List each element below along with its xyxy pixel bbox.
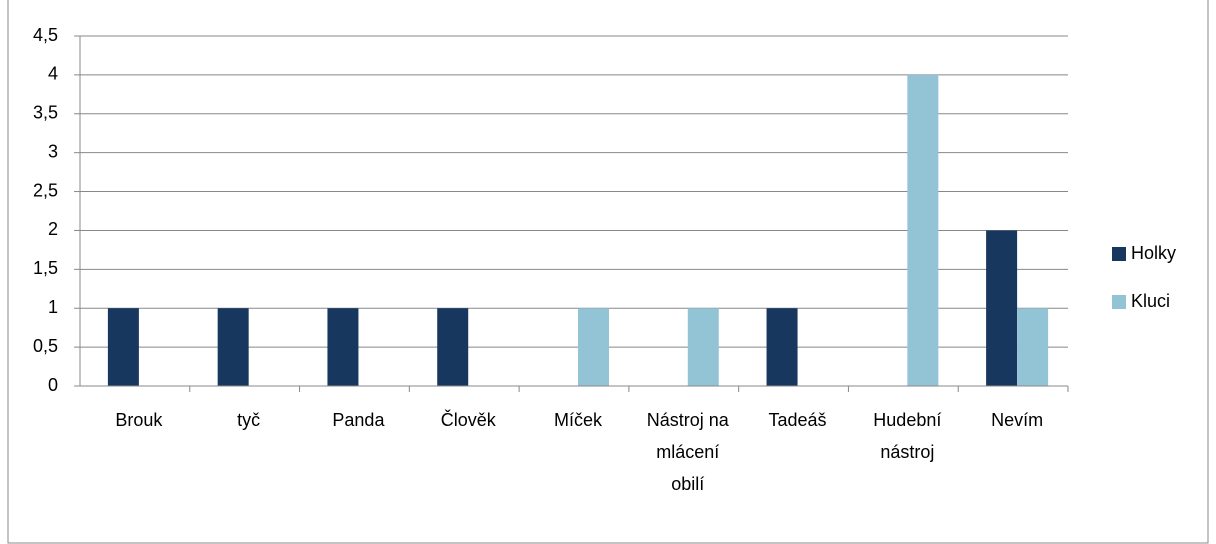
legend-swatch <box>1112 295 1126 309</box>
bar <box>687 308 719 386</box>
x-tick-label: Člověk <box>440 410 496 430</box>
x-tick-label: Nástroj na mlácení obilí <box>646 410 729 494</box>
bar <box>986 230 1018 386</box>
y-tick-label: 1 <box>48 297 58 317</box>
bar <box>217 308 249 386</box>
x-tick-label: Panda <box>332 410 385 430</box>
legend-label: Kluci <box>1131 291 1170 311</box>
bar <box>766 308 798 386</box>
y-tick-label: 3 <box>48 141 58 161</box>
x-tick-label: Nevím <box>991 410 1044 430</box>
chart-frame <box>7 0 1209 544</box>
bar <box>327 308 359 386</box>
x-tick-label: Hudební nástroj <box>873 410 942 462</box>
y-tick-label: 1,5 <box>33 258 58 278</box>
legend-swatch <box>1112 247 1126 261</box>
x-tick-label: Tadeáš <box>768 410 827 430</box>
bar <box>107 308 139 386</box>
x-tick-label: Brouk <box>115 410 163 430</box>
bar <box>578 308 609 386</box>
legend-label: Holky <box>1131 243 1176 263</box>
x-tick-label: Míček <box>553 410 602 430</box>
bar <box>907 74 939 386</box>
y-tick-label: 3,5 <box>33 103 58 123</box>
y-tick-label: 4,5 <box>33 25 58 45</box>
bar <box>1017 308 1049 386</box>
y-tick-label: 0,5 <box>33 336 58 356</box>
bar <box>437 308 469 386</box>
y-tick-label: 2,5 <box>33 180 58 200</box>
y-tick-label: 2 <box>48 219 58 239</box>
x-tick-label: tyč <box>237 410 261 430</box>
y-tick-label: 0 <box>48 375 58 395</box>
y-tick-label: 4 <box>48 64 58 84</box>
